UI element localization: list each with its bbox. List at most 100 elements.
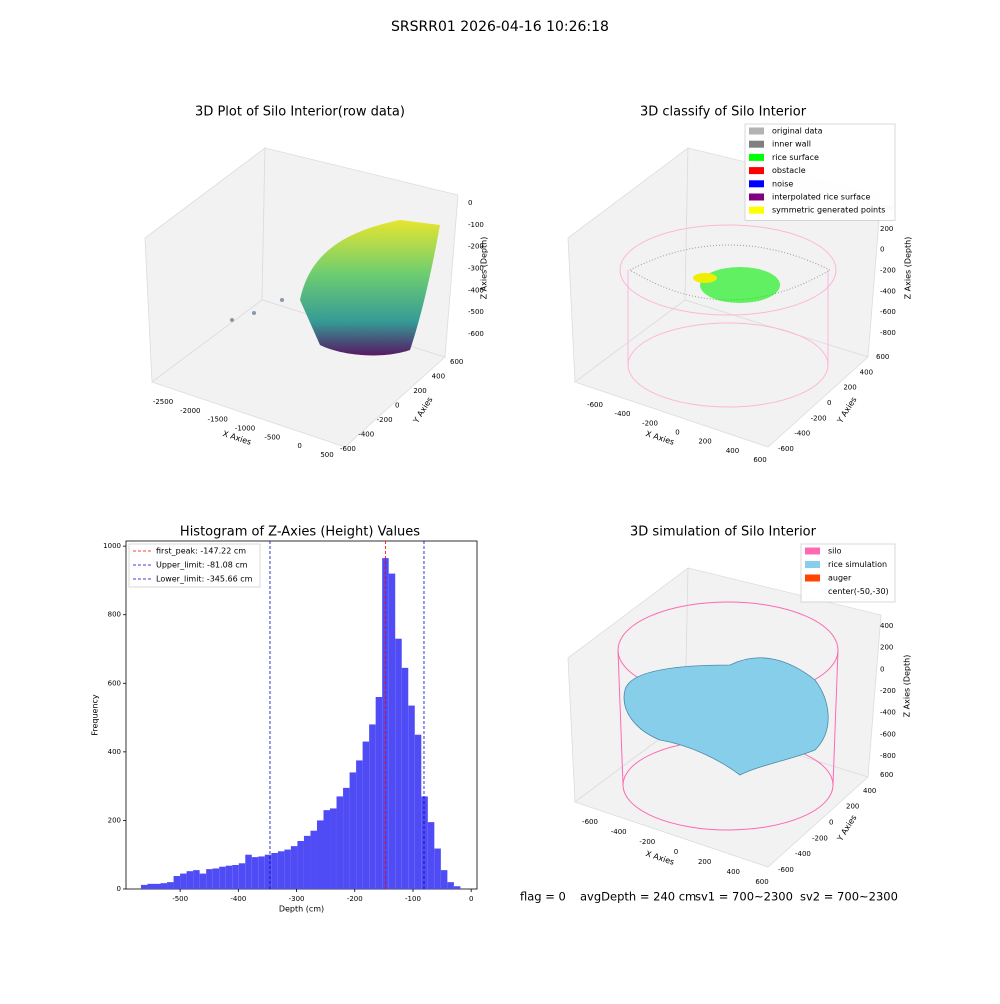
x-tick-label: -600 [587,401,603,409]
z-tick-label: -600 [880,730,896,738]
bar [447,882,454,889]
y-tick-label: 600 [880,771,893,779]
z-tick-label: -200 [468,243,484,251]
y-tick-label: 0 [117,885,121,893]
z-tick-label: 400 [880,622,893,630]
footer-text: sv2 = 700~2300 [800,890,898,904]
bar [180,873,187,889]
bar [336,796,344,889]
y-tick-label: 400 [860,368,873,376]
legend-swatch [805,574,820,582]
legend-swatch [805,561,820,568]
z-tick-label: 0 [880,246,884,254]
z-tick-label: 200 [880,644,893,652]
bar [356,760,363,889]
bar [251,857,259,889]
bar [258,856,265,889]
y-tick-label: 800 [108,611,121,619]
x-tick-label: -400 [611,828,627,836]
z-tick-label: -100 [468,221,484,229]
y-tick-label: -600 [778,866,794,874]
y-axis-label: Y Axies [411,395,435,425]
bar [434,848,441,889]
legend-label: interpolated rice surface [772,193,870,202]
bar [427,822,435,889]
x-tick-label: 200 [698,438,711,446]
panel-1-box [144,147,459,448]
bar [284,849,291,889]
legend-label: center(-50,-30) [828,587,889,596]
legend-swatch [749,180,764,188]
y-axis-label: Frequency [91,694,100,736]
x-tick-label: -500 [172,895,188,903]
x-tick-label: -200 [642,419,658,427]
legend-label: silo [828,547,842,556]
bar [271,853,278,889]
footer-text: avgDepth = 240 cm [580,890,696,904]
x-tick-label: 0 [674,848,678,856]
legend-label: first_peak: -147.22 cm [156,547,246,556]
footer-text: sv1 = 700~2300 [695,890,793,904]
bar [173,875,181,889]
x-tick-label: 400 [726,447,739,455]
bar [160,883,168,889]
y-tick-label: 400 [863,787,876,795]
bar [264,854,272,889]
bar [408,705,415,889]
x-tick-label: -300 [289,895,305,903]
z-tick-label: -800 [880,752,896,760]
y-tick-label: 200 [108,816,121,824]
bar [388,573,396,889]
y-axis-label: Y Axies [835,395,859,425]
legend-label: auger [828,574,852,583]
z-axis-label: Z Axies (Depth) [480,237,489,300]
x-axis-label: X Axies [645,849,676,867]
legend-swatch [749,140,764,148]
legend-label: inner wall [772,140,811,149]
bar [297,841,304,889]
x-tick-label: -400 [230,895,246,903]
y-tick-label: -400 [795,850,811,858]
bar [303,835,311,889]
y-tick-label: 200 [846,803,859,811]
y-tick-label: 600 [108,679,121,687]
legend-label: rice surface [772,153,819,162]
z-axis-label: Z Axies (Depth) [904,237,913,300]
bar [153,883,161,889]
x-tick-label: 0 [675,429,679,437]
legend-label: Lower_limit: -345.66 cm [156,575,253,584]
bar [212,868,220,889]
x-tick-label: -500 [264,433,280,441]
bar [349,772,357,889]
chart-title: 3D Plot of Silo Interior(row data) [195,105,405,120]
y-tick-label: 400 [432,373,445,381]
bar [277,851,285,889]
x-tick-label: -1500 [207,416,227,424]
bar [369,724,376,889]
bar [232,865,239,889]
bar [199,873,207,889]
y-tick-label: -600 [778,445,794,453]
y-tick-label: 200 [413,387,426,395]
legend-label: symmetric generated points [772,206,885,215]
bar [330,808,337,889]
x-tick-label: -200 [639,838,655,846]
bar [245,854,252,889]
y-tick-label: 0 [829,819,833,827]
legend-swatch [749,127,764,135]
legend-swatch [749,167,764,175]
y-tick-label: -200 [377,416,393,424]
bar [453,886,461,889]
y-axis-label: Y Axies [835,813,859,843]
bar [238,863,246,889]
x-tick-label: 0 [297,442,301,450]
z-tick-label: 200 [880,225,893,233]
footer-text: flag = 0 [520,890,566,904]
x-tick-label: -400 [615,410,631,418]
y-tick-label: 600 [876,353,889,361]
z-tick-label: 0 [468,199,472,207]
bar [421,796,428,889]
legend-label: rice simulation [828,560,887,569]
bar [186,871,194,889]
